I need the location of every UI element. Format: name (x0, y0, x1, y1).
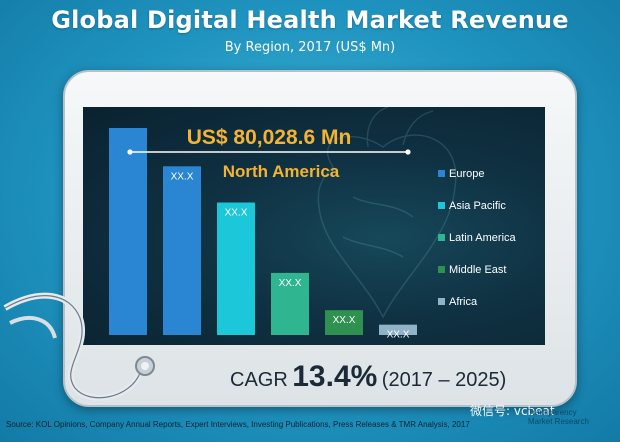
callout-value: US$ 80,028.6 Mn (187, 126, 352, 149)
chart-subtitle: By Region, 2017 (US$ Mn) (224, 40, 396, 55)
bar-labels-group: XX.X XX.X XX.X XX.X XX.X (171, 171, 410, 340)
bar-africa (379, 324, 417, 335)
legend-swatch-latin-america (438, 234, 445, 241)
legend-label-latin-america: Latin America (449, 232, 517, 244)
cagr-range: (2017 – 2025) (381, 369, 507, 391)
legend-swatch-europe (438, 170, 445, 177)
bar-middle-east (325, 310, 363, 335)
bar-asia-pacific (217, 202, 255, 335)
heart-illustration (317, 107, 457, 319)
bar-chart: XX.X XX.X XX.X XX.X XX.X Europe Asia Pacific L… (109, 107, 517, 341)
legend-swatch-asia-pacific (438, 202, 445, 209)
cagr-line: CAGR 13.4% (2017 – 2025) (230, 360, 506, 394)
callout-dot-left (127, 149, 133, 155)
source-note: Source: KOL Opinions, Company Annual Rep… (6, 420, 470, 429)
bar-label-africa: XX.X (387, 330, 410, 341)
legend-group: Europe Asia Pacific Latin America Middle Ea… (438, 168, 517, 308)
bar-label-asia-pacific: XX.X (225, 208, 248, 219)
bar-latin-america (271, 272, 309, 335)
logo-line-1: Transparency (528, 408, 577, 417)
tmr-logo: Transparency Market Research (528, 408, 589, 426)
chart-screen: XX.X XX.X XX.X XX.X XX.X Europe Asia Pacific L… (83, 107, 545, 345)
legend-label-europe: Europe (449, 168, 484, 180)
cagr-label: CAGR (230, 369, 288, 391)
legend-swatch-middle-east (438, 266, 445, 273)
bars-group (109, 128, 417, 335)
legend-label-middle-east: Middle East (449, 264, 506, 276)
logo-line-2: Market Research (528, 417, 589, 426)
bar-label-latin-america: XX.X (279, 278, 302, 289)
wechat-watermark: 微信号: vcbeat (470, 404, 555, 418)
stethoscope-image (3, 292, 155, 401)
legend-label-africa: Africa (449, 296, 478, 308)
callout-dot-right (405, 149, 411, 155)
bar-europe (163, 166, 201, 335)
chart-title: Global Digital Health Market Revenue (51, 6, 569, 34)
legend-swatch-africa (438, 298, 445, 305)
callout-region: North America (223, 162, 340, 181)
cagr-value: 13.4% (292, 360, 378, 393)
bar-north-america (109, 128, 147, 335)
bar-label-europe: XX.X (171, 171, 194, 182)
bar-label-middle-east: XX.X (333, 315, 356, 326)
legend-label-asia-pacific: Asia Pacific (449, 200, 506, 212)
